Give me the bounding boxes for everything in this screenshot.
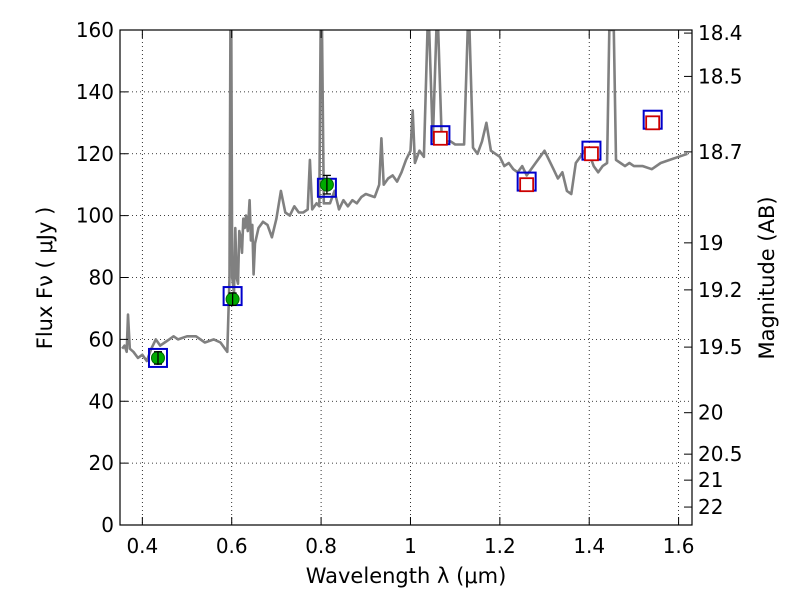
y2-tick-label: 18.5 <box>698 64 743 88</box>
red-square-marker <box>519 177 535 193</box>
red-square-marker <box>584 146 599 162</box>
y2-tick-label: 19.2 <box>698 278 743 302</box>
y-tick-label: 160 <box>76 18 114 42</box>
y-axis-ticks: 0 20 40 60 80 100 120 140 160 <box>76 18 128 537</box>
y-tick-label: 40 <box>89 389 114 413</box>
x-tick-label: 1.4 <box>573 534 605 558</box>
spectrum-line <box>121 30 688 363</box>
y-tick-label: 140 <box>76 80 114 104</box>
y-tick-label: 0 <box>101 513 114 537</box>
y2-tick-label: 22 <box>698 495 723 519</box>
y-tick-label: 20 <box>89 451 114 475</box>
x-tick-label: 0.6 <box>216 534 248 558</box>
red-square-marker <box>433 130 448 146</box>
plot-area <box>121 30 688 368</box>
x-tick-label: 0.4 <box>126 534 158 558</box>
red-square-marker <box>645 115 661 131</box>
blue-square-marker <box>147 347 168 368</box>
y2-tick-label: 19 <box>698 231 723 255</box>
y2-tick-label: 18.4 <box>698 21 743 45</box>
x-axis-label: Wavelength λ (μm) <box>306 564 507 588</box>
y2-axis-label: Magnitude (AB) <box>755 196 779 359</box>
y2-tick-label: 20.5 <box>698 442 743 466</box>
y2-tick-label: 21 <box>698 468 723 492</box>
x-tick-label: 1.2 <box>484 534 516 558</box>
x-tick-label: 1.6 <box>663 534 695 558</box>
y2-tick-label: 18.7 <box>698 140 743 164</box>
x-tick-label: 1 <box>404 534 417 558</box>
y-tick-label: 100 <box>76 204 114 228</box>
grid <box>120 29 692 526</box>
y-axis-label: Flux Fν ( μJy ) <box>33 207 57 350</box>
spectrum-series <box>121 30 688 363</box>
y2-tick-label: 19.5 <box>698 335 743 359</box>
y-tick-label: 120 <box>76 142 114 166</box>
plot-frame <box>119 29 693 526</box>
y2-tick-label: 20 <box>698 401 723 425</box>
y-tick-label: 80 <box>89 266 114 290</box>
x-axis-ticks: 0.4 0.6 0.8 1 1.2 1.4 1.6 <box>126 30 695 558</box>
x-tick-label: 0.8 <box>305 534 337 558</box>
y-tick-label: 60 <box>89 327 114 351</box>
y2-axis-ticks: 18.4 18.5 18.7 19 19.2 19.5 20 20.521 22 <box>684 21 743 519</box>
photometry-markers <box>147 109 663 368</box>
